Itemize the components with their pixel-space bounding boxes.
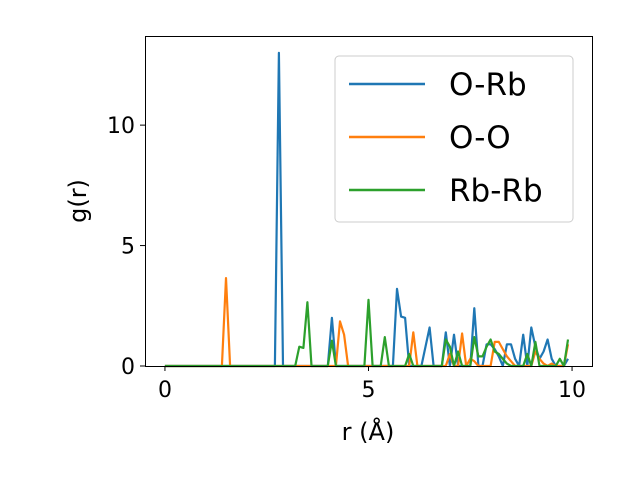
x-tick-label: 5 [362, 378, 376, 403]
legend: O-Rb O-O Rb-Rb [334, 55, 574, 223]
legend-label: O-Rb [449, 67, 527, 103]
x-axis-label: r (Å) [342, 417, 395, 446]
y-axis-label: g(r) [64, 179, 92, 223]
legend-label: Rb-Rb [449, 173, 543, 209]
y-tick-label: 0 [121, 355, 135, 380]
x-tick-label: 0 [158, 378, 172, 403]
legend-label: O-O [449, 120, 511, 156]
y-tick-label: 10 [107, 114, 135, 139]
y-tick-label: 5 [121, 235, 135, 260]
x-tick-label: 10 [558, 378, 586, 403]
legend-box [334, 55, 574, 223]
